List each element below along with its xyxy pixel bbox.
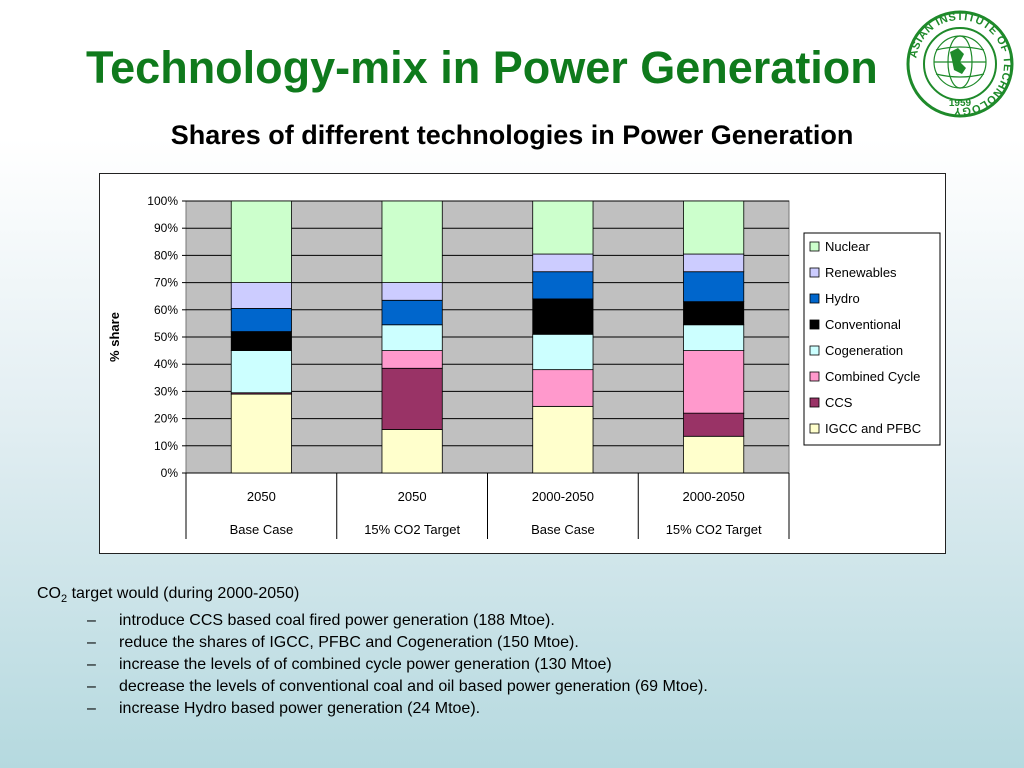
bar-segment <box>683 435 745 474</box>
stacked-bar-chart: 0% 10% 20% 30% 40% 50% 60% 70% 80% 90% 100% % share… <box>107 194 941 539</box>
y-tick-label: 0% <box>161 466 179 480</box>
bar-segment <box>532 405 594 474</box>
bar-segment <box>683 301 745 326</box>
bar-segment <box>230 282 292 309</box>
y-tick-label: 20% <box>154 412 178 426</box>
legend-swatch <box>809 319 820 330</box>
notes-block: CO2 target would (during 2000-2050) intr… <box>37 583 708 720</box>
bar-segment <box>683 271 745 303</box>
legend-label: Conventional <box>825 317 901 332</box>
bar-segment <box>381 350 443 369</box>
bar-segment <box>230 393 292 474</box>
legend-swatch <box>809 267 820 278</box>
globe-icon <box>933 35 987 89</box>
x-category-scenario: Base Case <box>531 522 595 537</box>
ait-logo: ASIAN INSTITUTE OF TECHNOLOGY 1959 <box>906 10 1014 118</box>
legend-label: Nuclear <box>825 239 870 254</box>
bar-segment <box>381 299 443 326</box>
list-item: increase the levels of of combined cycle… <box>87 654 708 676</box>
legend-label: Cogeneration <box>825 343 903 358</box>
bar-segment <box>230 200 292 283</box>
notes-list: introduce CCS based coal fired power gen… <box>37 610 708 720</box>
x-category-period: 2000-2050 <box>683 489 745 504</box>
y-tick-label: 90% <box>154 221 178 235</box>
y-tick-label: 70% <box>154 276 178 290</box>
bar-segment <box>532 200 594 255</box>
x-category-period: 2050 <box>247 489 276 504</box>
slide-title: Technology-mix in Power Generation <box>86 42 878 93</box>
list-item: introduce CCS based coal fired power gen… <box>87 610 708 632</box>
list-item: decrease the levels of conventional coal… <box>87 676 708 698</box>
y-tick-label: 80% <box>154 248 178 262</box>
bar-segment <box>381 282 443 301</box>
bar-segment <box>532 333 594 371</box>
list-item: reduce the shares of IGCC, PFBC and Coge… <box>87 632 708 654</box>
legend-swatch <box>809 241 820 252</box>
y-axis-label: % share <box>107 312 122 362</box>
legend-label: IGCC and PFBC <box>825 421 921 436</box>
bar-segment <box>381 324 443 351</box>
y-tick-label: 10% <box>154 439 178 453</box>
chart-subtitle: Shares of different technologies in Powe… <box>170 120 854 150</box>
legend-swatch <box>809 371 820 382</box>
bar-segment <box>532 298 594 335</box>
bar-segment <box>381 200 443 283</box>
bar-segment <box>683 253 745 273</box>
x-category-scenario: 15% CO2 Target <box>666 522 762 537</box>
x-category-scenario: Base Case <box>230 522 294 537</box>
logo-year: 1959 <box>949 98 972 109</box>
y-tick-label: 60% <box>154 303 178 317</box>
bar-segment <box>230 350 292 394</box>
legend-label: CCS <box>825 395 853 410</box>
bar-segment <box>532 271 594 300</box>
bar-segment <box>683 350 745 414</box>
list-item: increase Hydro based power generation (2… <box>87 698 708 720</box>
y-tick-label: 100% <box>147 194 178 208</box>
x-category-period: 2000-2050 <box>532 489 594 504</box>
legend-label: Combined Cycle <box>825 369 920 384</box>
x-category-period: 2050 <box>398 489 427 504</box>
legend-label: Hydro <box>825 291 860 306</box>
legend-label: Renewables <box>825 265 897 280</box>
bar-segment <box>683 412 745 437</box>
bar-segment <box>532 369 594 407</box>
legend-swatch <box>809 293 820 304</box>
legend-box <box>803 232 941 446</box>
bar-segment <box>683 200 745 255</box>
y-tick-label: 40% <box>154 357 178 371</box>
x-category-scenario: 15% CO2 Target <box>364 522 460 537</box>
legend-swatch <box>809 345 820 356</box>
bar-segment <box>683 324 745 351</box>
bar-segment <box>230 331 292 351</box>
notes-heading: CO2 target would (during 2000-2050) <box>37 585 300 606</box>
chart-frame: 0% 10% 20% 30% 40% 50% 60% 70% 80% 90% 100% % share… <box>99 173 946 554</box>
legend-swatch <box>809 423 820 434</box>
legend-swatch <box>809 397 820 408</box>
y-tick-label: 50% <box>154 330 178 344</box>
bar-segment <box>381 367 443 430</box>
y-tick-label: 30% <box>154 384 178 398</box>
bar-segment <box>230 308 292 332</box>
bar-segment <box>381 429 443 474</box>
bar-segment <box>532 253 594 273</box>
